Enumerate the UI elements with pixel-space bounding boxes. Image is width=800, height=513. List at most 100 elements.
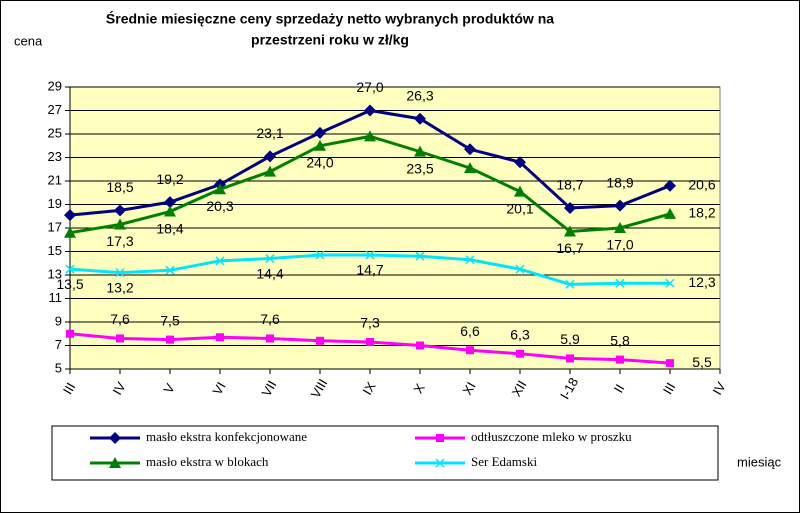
data-label: 6,3 — [510, 326, 530, 342]
marker — [366, 337, 374, 346]
marker — [415, 251, 425, 261]
marker — [664, 179, 676, 192]
chart-title: Średnie miesięczne ceny sprzedaży netto … — [106, 10, 554, 27]
legend-label: masło ekstra konfekcjonowane — [146, 429, 307, 444]
marker — [565, 279, 575, 289]
y-tick-label: 27 — [48, 102, 62, 117]
y-tick-label: 19 — [48, 196, 62, 211]
marker — [616, 355, 624, 364]
marker — [109, 432, 121, 444]
marker — [316, 336, 324, 345]
data-label: 13,5 — [56, 276, 83, 292]
data-label: 14,4 — [256, 265, 283, 281]
marker — [264, 165, 276, 177]
marker — [466, 346, 474, 355]
marker — [264, 150, 276, 163]
marker — [365, 250, 375, 260]
data-label: 7,5 — [160, 312, 180, 328]
y-tick-label: 23 — [48, 149, 62, 164]
marker — [314, 126, 326, 139]
marker — [614, 222, 626, 233]
marker — [364, 104, 376, 117]
y-tick-label: 17 — [48, 219, 62, 234]
y-tick-label: 15 — [48, 243, 62, 258]
legend-label: Ser Edamski — [471, 454, 537, 469]
marker — [465, 255, 475, 265]
marker — [109, 457, 121, 468]
marker — [166, 335, 174, 344]
marker — [436, 434, 444, 442]
data-label: 20,1 — [506, 200, 533, 216]
y-tick-label: 7 — [55, 337, 62, 352]
data-label: 14,7 — [356, 262, 383, 278]
data-label: 5,5 — [692, 354, 712, 370]
data-label: 6,6 — [460, 323, 480, 339]
y-tick-label: 11 — [49, 290, 63, 305]
marker — [564, 225, 576, 237]
legend-label: masło ekstra w blokach — [146, 454, 269, 469]
marker — [464, 143, 476, 156]
marker — [115, 268, 125, 278]
marker — [266, 334, 274, 343]
data-label: 5,8 — [610, 332, 630, 348]
marker — [516, 349, 524, 358]
y-tick-label: 21 — [48, 172, 62, 187]
y-tick-label: 5 — [55, 360, 62, 375]
marker — [515, 264, 525, 274]
marker — [314, 139, 326, 151]
marker — [64, 209, 76, 222]
marker — [464, 162, 476, 174]
data-label: 23,1 — [256, 125, 283, 141]
marker — [214, 183, 226, 195]
legend — [51, 425, 719, 481]
y-axis-label: cena — [14, 33, 43, 48]
y-tick-label: 9 — [55, 313, 62, 328]
data-label: 18,5 — [106, 179, 133, 195]
marker — [664, 207, 676, 219]
x-axis-label: miesiąc — [737, 454, 782, 469]
data-label: 19,2 — [156, 171, 183, 187]
marker — [666, 359, 674, 368]
marker — [514, 185, 526, 197]
x-tick-label: VII — [259, 378, 280, 399]
marker — [315, 250, 325, 260]
marker — [435, 458, 445, 468]
marker — [164, 196, 176, 209]
data-label: 27,0 — [356, 79, 383, 95]
data-label: 7,6 — [260, 311, 280, 327]
data-label: 17,3 — [106, 233, 133, 249]
marker — [116, 334, 124, 343]
data-label: 18,9 — [606, 174, 633, 190]
data-label: 7,3 — [360, 315, 380, 331]
marker — [414, 145, 426, 157]
data-label: 24,0 — [306, 154, 333, 170]
chart-title: przestrzeni roku w zł/kg — [251, 32, 409, 48]
data-label: 20,3 — [206, 198, 233, 214]
marker — [114, 204, 126, 217]
data-label: 20,6 — [688, 176, 715, 192]
y-tick-label: 29 — [48, 78, 62, 93]
y-tick-label: 25 — [48, 125, 62, 140]
marker — [265, 254, 275, 264]
data-label: 7,6 — [110, 311, 130, 327]
marker — [614, 199, 626, 212]
marker — [216, 333, 224, 342]
marker — [215, 256, 225, 266]
marker — [114, 218, 126, 230]
data-label: 18,2 — [688, 205, 715, 221]
data-label: 18,7 — [556, 177, 583, 193]
data-label: 18,4 — [156, 220, 183, 236]
data-label: 5,9 — [560, 331, 580, 347]
legend-label: odtłuszczone mleko w proszku — [471, 429, 632, 444]
data-label: 23,5 — [406, 160, 433, 176]
marker — [364, 130, 376, 142]
marker — [66, 329, 74, 338]
marker — [416, 341, 424, 350]
data-label: 26,3 — [406, 87, 433, 103]
y-tick-label: 13 — [48, 266, 62, 281]
marker — [564, 202, 576, 215]
marker — [65, 264, 75, 274]
marker — [164, 205, 176, 217]
marker — [64, 226, 76, 238]
